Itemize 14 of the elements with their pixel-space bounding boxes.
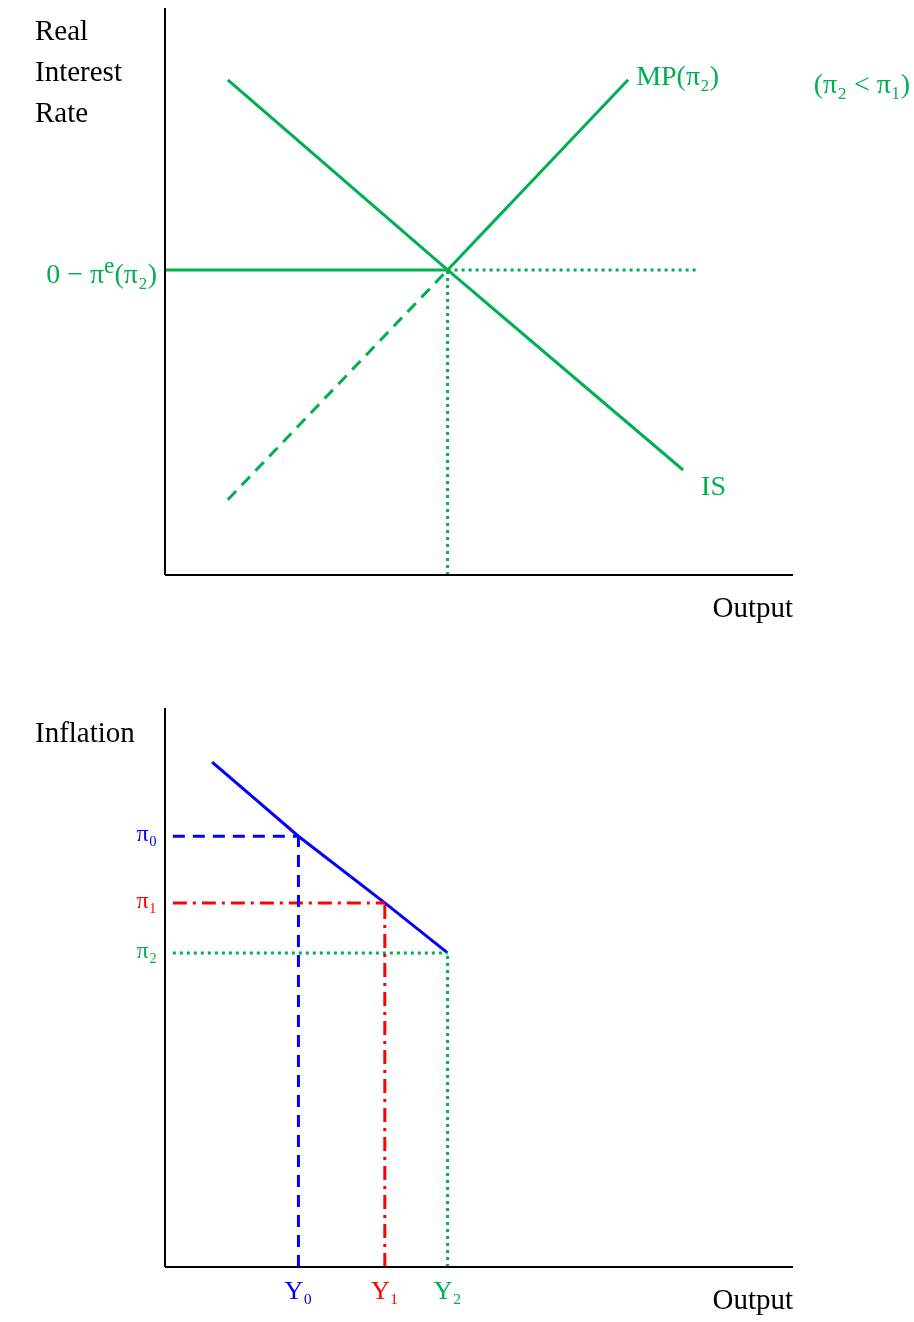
text: 0 − π$^{e}$(π₂) xyxy=(46,251,157,291)
y-axis-title: Inflation xyxy=(35,715,136,750)
text: (π₂ < π₁) xyxy=(813,68,910,100)
x-axis-title: Output xyxy=(712,591,793,624)
text: π₁ xyxy=(136,886,157,914)
x-tick-label: Y₂ xyxy=(433,1276,462,1305)
y-axis-title: Real Interest Rate xyxy=(35,13,123,130)
series-label: MP(π₂) xyxy=(636,59,720,92)
x-tick-label: Y₁ xyxy=(370,1276,399,1305)
x-tick-label: Y₀ xyxy=(284,1276,313,1305)
text: π₀ xyxy=(136,820,157,848)
x-axis-title: Output xyxy=(712,1283,793,1316)
text: π₂ xyxy=(136,936,157,964)
series-label: IS xyxy=(701,470,726,503)
